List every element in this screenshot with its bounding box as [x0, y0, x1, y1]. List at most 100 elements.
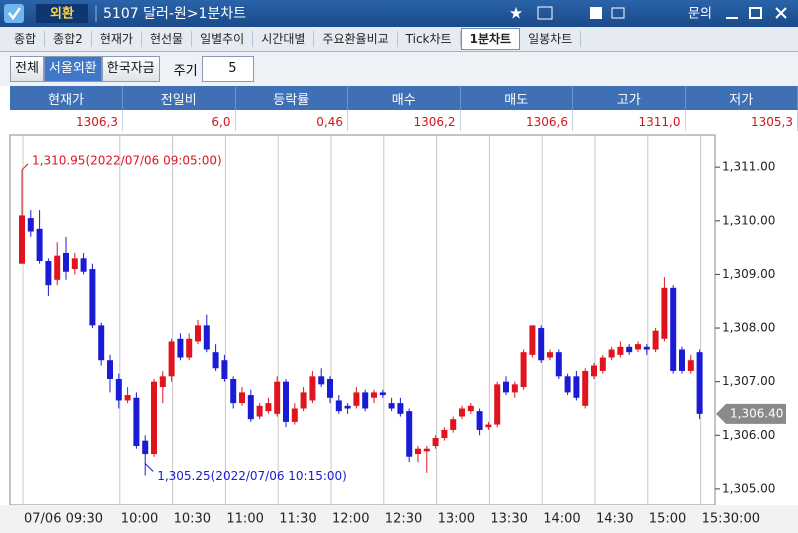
candle-body — [230, 378, 237, 404]
y-tick-label: 1,310.00 — [722, 213, 775, 227]
window-title: 5107 달러-원>1분차트 — [103, 6, 246, 22]
annotation-leader — [144, 463, 154, 472]
x-tick-label: 12:00 — [332, 512, 369, 527]
candle-body — [555, 352, 562, 377]
candle-body — [142, 440, 149, 455]
x-tick-label: 10:00 — [121, 512, 158, 527]
tab[interactable]: 일봉차트 — [520, 31, 582, 47]
y-tick-label: 1,305.00 — [722, 481, 775, 495]
y-tick-label: 1,311.00 — [722, 160, 775, 174]
candle-body — [687, 360, 694, 371]
x-tick-label: 10:30 — [174, 512, 211, 527]
candle-body — [591, 365, 597, 377]
app-icon-check — [8, 7, 22, 21]
tab[interactable]: 시간대별 — [253, 31, 315, 47]
candle-body — [186, 338, 193, 358]
candle-body — [511, 384, 518, 393]
quote-value-cell: 1306,2 — [347, 110, 461, 134]
candle-body — [318, 376, 325, 385]
tab[interactable]: 일별추이 — [192, 31, 254, 47]
candle-body — [256, 405, 263, 417]
tab[interactable]: Tick차트 — [398, 31, 461, 47]
menu-help[interactable]: 문의 — [688, 7, 712, 22]
candle-body — [239, 392, 245, 404]
icon[interactable] — [537, 6, 553, 20]
candle-body — [98, 325, 105, 361]
candle-body — [195, 325, 201, 342]
x-tick-label: 11:30 — [279, 512, 316, 527]
chart: 1,305.00 1,306.00 1,307.00 1,308.00 1,309.00… — [0, 131, 798, 533]
last-price-tag — [716, 403, 786, 424]
filter-button[interactable]: 전체 — [10, 56, 44, 82]
candle-body — [441, 429, 448, 438]
candle-body — [89, 269, 96, 326]
quote-header-cell: 저가 — [685, 86, 798, 110]
quote-value-cell: 0,46 — [235, 110, 348, 134]
x-tick-label: 13:30 — [490, 512, 527, 527]
candle-body — [283, 381, 289, 422]
favorite-icon[interactable]: ★ — [509, 4, 523, 23]
title-bar: 외환 5107 달러-원>1분차트 ★ 문의 — [0, 0, 798, 27]
x-tick-label: 11:00 — [226, 512, 263, 527]
tab[interactable]: 종합2 — [45, 31, 92, 47]
candle-body — [36, 228, 43, 262]
tab[interactable]: 주요환율비교 — [314, 31, 398, 47]
candle-body — [661, 287, 668, 339]
tab[interactable]: 현선물 — [142, 31, 193, 47]
y-tick-label: 1,307.00 — [722, 374, 775, 388]
icon[interactable] — [590, 7, 602, 19]
title-bar-graphics: 외환 5107 달러-원>1분차트 ★ 문의 — [4, 4, 787, 23]
quote-value-cell: 1305,3 — [685, 110, 798, 134]
window-tab: 외환 — [50, 6, 74, 22]
tab[interactable]: 종합 — [6, 31, 46, 47]
period-input[interactable]: 5 — [201, 56, 254, 82]
candle-body — [344, 405, 351, 409]
candle-body — [63, 252, 69, 272]
candle-body — [626, 346, 633, 353]
candle-body — [388, 403, 395, 409]
candle-body — [538, 328, 545, 361]
candle-body — [652, 330, 659, 350]
candle-body — [670, 287, 677, 371]
icon[interactable] — [611, 7, 625, 19]
candle-body — [133, 397, 140, 447]
candle-body — [599, 357, 606, 371]
x-tick-label: 15:00 — [649, 512, 686, 527]
quote-values: 1306,3 6,0 0,46 1306,2 1306,6 1311,0 1305,3 — [10, 110, 798, 134]
candle-body — [54, 255, 61, 280]
candle-body — [115, 378, 122, 401]
y-tick-label: 1,308.00 — [722, 321, 775, 335]
candle-body — [203, 325, 210, 350]
candle-body — [564, 376, 571, 393]
filter-button[interactable]: 한국자금 — [101, 56, 160, 82]
y-tick-label: 1,306.00 — [722, 428, 775, 442]
tab[interactable]: 1분차트 — [460, 28, 521, 50]
candle-body — [19, 215, 25, 264]
quote-value-cell: 1311,0 — [572, 110, 686, 134]
close[interactable] — [775, 7, 787, 19]
quote-value-cell: 6,0 — [122, 110, 236, 134]
tab-badge[interactable] — [36, 4, 88, 23]
filter-button[interactable]: 서울외환 — [43, 56, 102, 82]
candle-body — [520, 352, 527, 388]
quote-header-cell: 매도 — [460, 86, 573, 110]
candle-body — [494, 384, 501, 425]
candle-body — [124, 395, 131, 401]
candle-body — [679, 349, 685, 371]
candle-body — [371, 392, 377, 398]
candle-body — [459, 408, 465, 417]
annotation-leader — [21, 163, 29, 171]
quote-grid: 현재가 전일비 등락률 매수 매도 고가 저가 1306,3 6,0 0,46 1306,2 1306… — [10, 86, 798, 134]
candle-body — [309, 376, 316, 401]
quote-value-cell: 1306,3 — [10, 110, 123, 134]
candle-body — [71, 258, 78, 270]
quote-table: 현재가 전일비 등락률 매수 매도 고가 저가 1306,3 6,0 0,46 1306,2 1306… — [10, 86, 798, 134]
x-tick-label: 07/06 09:30 — [24, 512, 103, 527]
candle-body — [45, 261, 52, 286]
candle-body — [415, 448, 421, 455]
candle-body — [485, 424, 492, 428]
maximize[interactable] — [749, 7, 762, 19]
candle-body — [617, 346, 624, 355]
tab[interactable]: 현재가 — [92, 31, 142, 47]
candle-body — [362, 392, 369, 409]
